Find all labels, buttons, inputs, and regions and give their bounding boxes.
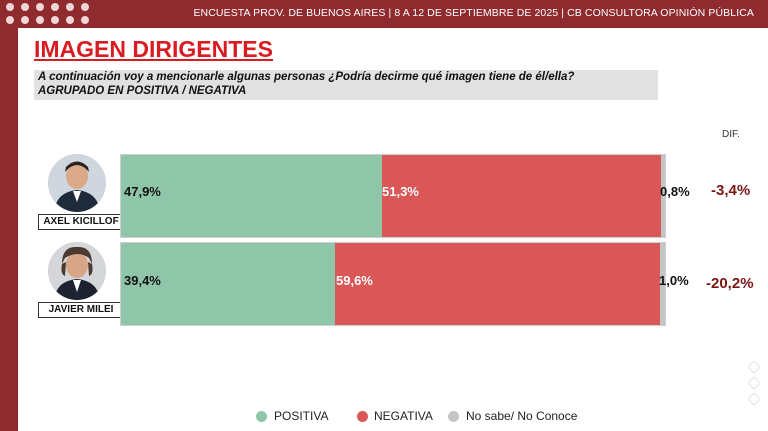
person-kicillof: AXEL KICILLOF xyxy=(38,154,124,230)
bar-row-kicillof xyxy=(120,154,666,238)
bar-row-milei xyxy=(120,242,666,326)
dif-value-kicillof: -3,4% xyxy=(711,182,751,199)
legend-positiva-icon xyxy=(256,411,267,422)
chart-panel: IMAGEN DIRIGENTES A continuación voy a m… xyxy=(18,28,768,431)
label-positiva-kicillof: 47,9% xyxy=(124,184,161,199)
bar-positiva-milei xyxy=(121,243,336,325)
question-text: A continuación voy a mencionarle algunas… xyxy=(38,71,575,83)
question-box: A continuación voy a mencionarle algunas… xyxy=(34,70,658,100)
legend-negativa: NEGATIVA xyxy=(374,409,433,423)
bar-negativa-milei xyxy=(335,243,660,325)
label-nosabe-kicillof: 0,8% xyxy=(660,184,690,199)
dots-logo-icon xyxy=(6,3,90,25)
legend-negativa-icon xyxy=(357,411,368,422)
dif-value-milei: -20,2% xyxy=(706,275,754,292)
legend-positiva: POSITIVA xyxy=(274,409,329,423)
survey-info: ENCUESTA PROV. DE BUENOS AIRES | 8 A 12 … xyxy=(193,7,754,19)
decorative-corner-icon xyxy=(748,361,760,406)
label-nosabe-milei: 1,0% xyxy=(659,273,689,288)
page-title: IMAGEN DIRIGENTES xyxy=(34,36,273,62)
person-name: JAVIER MILEI xyxy=(38,302,124,318)
legend-nosabe-icon xyxy=(448,411,459,422)
label-positiva-milei: 39,4% xyxy=(124,273,161,288)
person-name: AXEL KICILLOF xyxy=(38,214,124,230)
legend-nosabe: No sabe/ No Conoce xyxy=(466,409,578,423)
person-milei: JAVIER MILEI xyxy=(38,242,124,318)
label-negativa-kicillof: 51,3% xyxy=(382,184,419,199)
grouping-text: AGRUPADO EN POSITIVA / NEGATIVA xyxy=(38,85,247,97)
bar-positiva-kicillof xyxy=(121,155,382,237)
bar-nosabe-kicillof xyxy=(660,155,665,237)
dif-header: DIF. xyxy=(722,129,740,140)
label-negativa-milei: 59,6% xyxy=(336,273,373,288)
kicillof-photo-icon xyxy=(48,154,106,212)
top-bar: ENCUESTA PROV. DE BUENOS AIRES | 8 A 12 … xyxy=(0,0,768,28)
bar-nosabe-milei xyxy=(659,243,665,325)
bar-negativa-kicillof xyxy=(381,155,661,237)
milei-photo-icon xyxy=(48,242,106,300)
